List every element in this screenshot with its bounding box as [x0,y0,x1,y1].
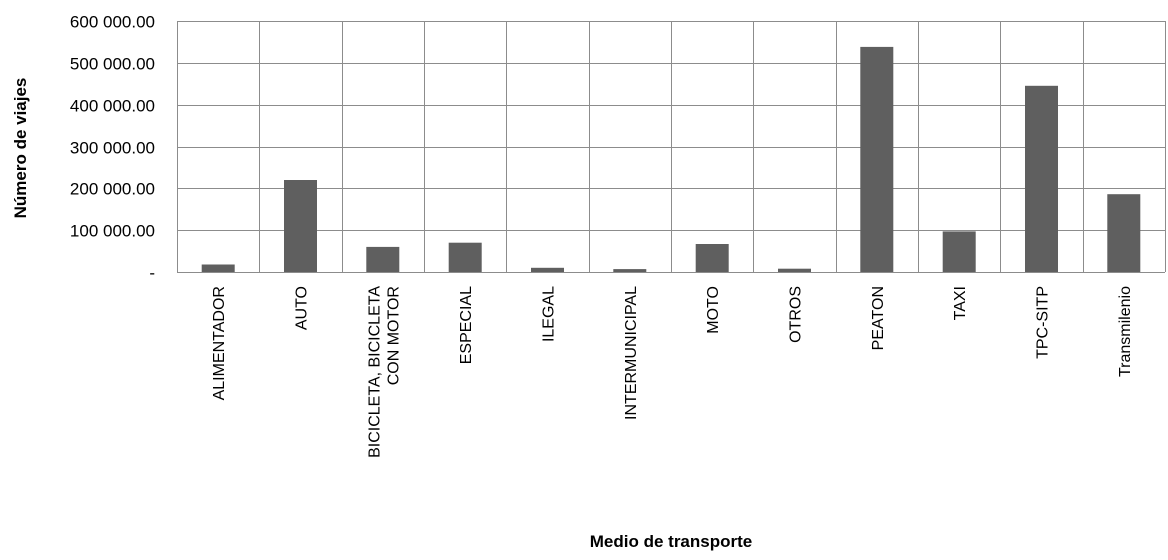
x-tick-label-line: ALIMENTADOR [211,286,228,400]
bar [201,264,235,272]
x-tick-label-line: TPC-SITP [1035,286,1052,359]
chart-bars [201,46,1141,273]
x-tick-label: MOTO [705,286,722,334]
x-tick-label-line: INTERMUNICIPAL [623,286,640,420]
bar [613,269,647,272]
x-tick-label: ESPECIAL [458,286,475,364]
y-tick-label: 500 000.00 [70,55,155,74]
x-tick-label: AUTO [294,286,311,330]
bar [1107,194,1141,272]
x-tick-label: BICICLETA, BICICLETA CON MOTOR [366,286,402,458]
x-tick-label-line: AUTO [294,286,311,330]
bar [695,244,729,272]
x-tick-label-line: CON MOTOR [385,286,402,385]
y-tick-label: 600 000.00 [70,13,155,32]
x-tick-label: PEATON [870,286,887,350]
bar [1025,85,1058,272]
y-tick-label: 100 000.00 [70,222,155,241]
x-tick-label: TPC-SITP [1035,286,1052,359]
y-tick-label: - [149,264,155,283]
bar [860,46,894,273]
bar [531,267,564,272]
bar [366,246,400,272]
x-tick-label-line: TAXI [952,286,969,320]
x-tick-label-line: PEATON [870,286,887,350]
y-tick-label: 300 000.00 [70,139,155,158]
x-tick-label: TAXI [952,286,969,320]
x-tick-label: INTERMUNICIPAL [623,286,640,420]
x-tick-label-line: BICICLETA, BICICLETA [366,286,383,458]
x-axis-title: Medio de transporte [590,532,752,551]
y-tick-label: 400 000.00 [70,97,155,116]
x-tick-label: ILEGAL [541,286,558,342]
x-tick-label-line: ESPECIAL [458,286,475,364]
x-tick-label: OTROS [788,286,805,343]
bar [778,268,811,272]
y-tick-label: 200 000.00 [70,180,155,199]
y-axis-ticks: - 100 000.00 200 000.00 300 000.00 400 000.0… [70,13,155,283]
y-axis-title: Número de viajes [11,78,30,219]
x-tick-label: ALIMENTADOR [211,286,228,400]
bar [284,180,317,272]
x-tick-label-line: MOTO [705,286,722,334]
x-tick-label: Transmilenio [1117,286,1134,377]
x-tick-label-line: OTROS [788,286,805,343]
x-tick-label-line: ILEGAL [541,286,558,342]
bar [942,231,976,272]
chart-grid [177,21,1166,273]
x-tick-label-line: Transmilenio [1117,286,1134,377]
bar [448,242,482,272]
x-axis-ticks: ALIMENTADOR AUTO BICICLETA, BICICLETA CON M… [211,286,1134,458]
